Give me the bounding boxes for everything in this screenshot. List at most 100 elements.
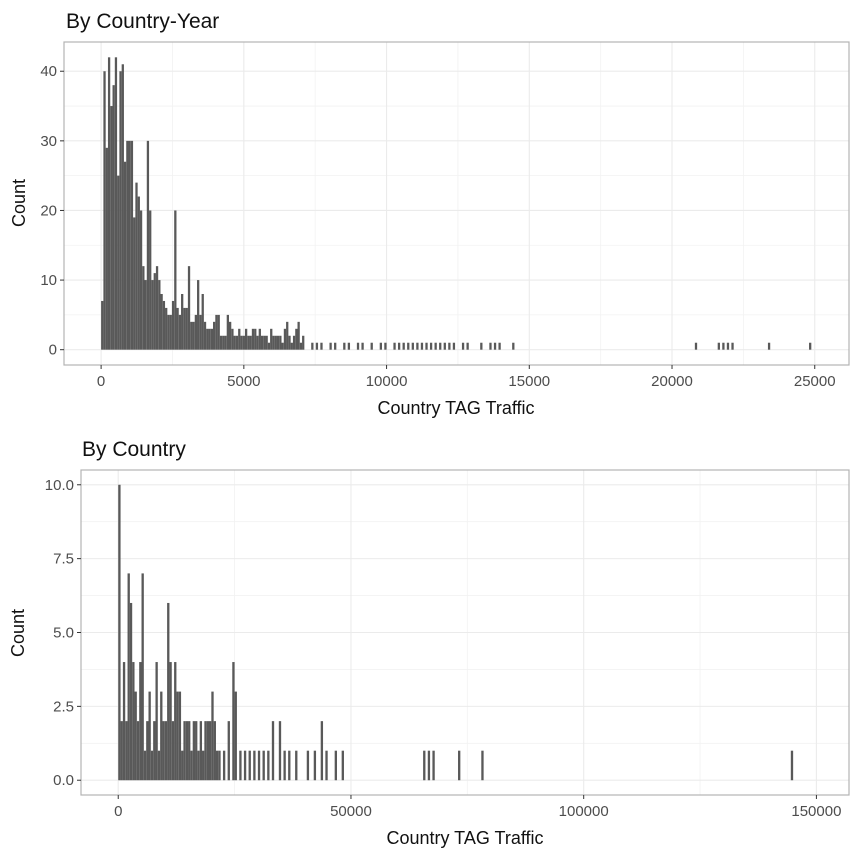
- histogram-bar: [167, 314, 170, 350]
- histogram-bar: [265, 335, 268, 350]
- x-axis-ticks: 0 5000 10000 15000 20000 25000: [97, 365, 836, 390]
- histogram-bar: [347, 342, 351, 350]
- histogram-bar: [155, 266, 159, 350]
- histogram-bar: [407, 342, 410, 350]
- histogram-bar: [263, 335, 266, 350]
- histogram-bar: [295, 328, 298, 350]
- histogram-bar: [201, 293, 204, 350]
- x-tick-label: 0: [97, 373, 105, 390]
- histogram-bar: [215, 314, 218, 350]
- y-tick-label: 40: [40, 63, 57, 80]
- histogram-bar: [208, 328, 211, 350]
- histogram-bar: [174, 210, 177, 350]
- histogram-bar: [197, 750, 200, 781]
- histogram-bar: [361, 342, 364, 350]
- histogram-bar: [114, 57, 118, 350]
- histogram-bar: [254, 328, 257, 350]
- histogram-bar: [329, 342, 332, 350]
- histogram-bar: [164, 721, 168, 781]
- histogram-bar: [206, 328, 209, 350]
- x-tick-label: 25000: [794, 373, 836, 390]
- histogram-bar: [493, 342, 497, 350]
- histogram-bar: [402, 342, 405, 350]
- histogram-bar: [190, 321, 193, 350]
- histogram-bar: [260, 335, 264, 350]
- histogram-bar: [187, 266, 191, 350]
- histogram-bar: [458, 750, 461, 781]
- plot-border: [63, 41, 850, 366]
- histogram-bar: [165, 307, 168, 350]
- y-tick-label: 2.5: [53, 698, 74, 715]
- x-tick-label: 0: [114, 803, 122, 820]
- y-tick-label: 0: [49, 342, 57, 359]
- x-tick-label: 5000: [227, 373, 260, 390]
- y-tick-label: 5.0: [53, 625, 74, 642]
- x-tick-label: 20000: [651, 373, 693, 390]
- histogram-bar: [234, 691, 237, 781]
- histogram-bar: [238, 328, 241, 350]
- histogram-bar: [126, 140, 129, 350]
- histogram-bar: [144, 280, 147, 350]
- histogram-bar: [112, 85, 115, 350]
- chart-title: By Country: [82, 438, 186, 461]
- histogram-bar: [103, 71, 106, 350]
- histogram-bar: [119, 71, 122, 350]
- y-axis-title: Count: [9, 179, 29, 227]
- histogram-bar: [139, 210, 143, 350]
- histogram-bar: [157, 750, 161, 781]
- histogram-bar: [222, 750, 226, 781]
- histogram-bar: [251, 328, 255, 350]
- histogram-bar: [169, 314, 172, 350]
- histogram-bar: [809, 342, 812, 350]
- histogram-bar: [195, 721, 198, 781]
- histogram-bar: [370, 342, 373, 350]
- y-axis-ticks: 0 10 20 30 40: [40, 63, 64, 359]
- histogram-bar: [731, 342, 734, 350]
- y-tick-label: 0.0: [53, 772, 74, 789]
- histogram-bar: [512, 342, 515, 350]
- histogram-bar: [315, 342, 319, 350]
- histogram-bar: [150, 750, 154, 781]
- histogram-bar: [130, 140, 134, 350]
- histogram-bar: [128, 140, 131, 350]
- x-tick-label: 100000: [559, 803, 609, 820]
- histogram-bar: [176, 691, 179, 781]
- histogram-bar: [288, 335, 291, 350]
- histogram-bar: [121, 64, 124, 350]
- histogram-bar: [311, 342, 314, 350]
- histogram-bar: [192, 721, 196, 781]
- histogram-bar: [249, 335, 252, 350]
- histogram-bar: [149, 210, 152, 350]
- histogram-bar: [142, 266, 145, 350]
- histogram-bar: [167, 602, 170, 781]
- histogram-bar: [169, 662, 172, 781]
- histogram-bar: [222, 335, 225, 350]
- x-tick-label: 15000: [508, 373, 550, 390]
- histogram-bar: [248, 750, 251, 781]
- histogram-bar: [123, 161, 127, 350]
- histogram-bar: [498, 342, 501, 350]
- histogram-bar: [429, 342, 433, 350]
- histogram-bar: [295, 750, 298, 781]
- histogram-bar: [227, 721, 230, 781]
- histogram-bar: [244, 328, 248, 350]
- y-tick-label: 10: [40, 272, 57, 289]
- histogram-bar: [202, 750, 205, 781]
- histogram-bar: [185, 307, 188, 350]
- histogram-bar: [313, 750, 317, 781]
- histogram-bar: [228, 321, 232, 350]
- x-axis-title: Country TAG Traffic: [377, 398, 534, 418]
- histogram-bar: [397, 342, 401, 350]
- histogram-bar: [158, 280, 161, 350]
- histogram-bar: [334, 342, 337, 350]
- histogram-bar: [320, 342, 323, 350]
- histogram-bar: [213, 321, 216, 350]
- histogram-bar: [480, 342, 483, 350]
- y-tick-label: 20: [40, 202, 57, 219]
- histogram-bar: [190, 750, 193, 781]
- histogram-bar: [325, 750, 328, 781]
- histogram-bar: [118, 484, 121, 781]
- histogram-bar: [155, 662, 158, 781]
- histogram-bar: [218, 750, 221, 781]
